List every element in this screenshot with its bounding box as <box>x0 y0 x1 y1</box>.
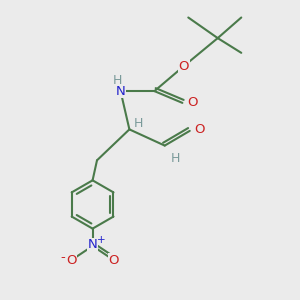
Text: H: H <box>170 152 180 165</box>
Text: O: O <box>187 96 197 110</box>
Text: -: - <box>61 251 65 264</box>
Text: O: O <box>178 60 189 73</box>
Text: H: H <box>113 74 122 87</box>
Text: O: O <box>66 254 76 267</box>
Text: H: H <box>134 117 143 130</box>
Text: N: N <box>88 238 98 251</box>
Text: +: + <box>97 236 105 245</box>
Text: O: O <box>194 123 205 136</box>
Text: O: O <box>109 254 119 267</box>
Text: N: N <box>116 85 125 98</box>
